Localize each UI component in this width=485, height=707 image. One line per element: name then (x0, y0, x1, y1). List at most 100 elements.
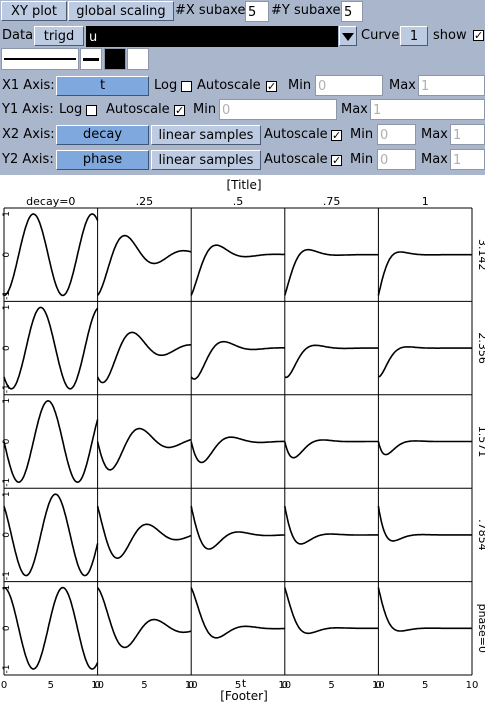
x-tick-label: 5 (48, 680, 54, 691)
global-scaling-button[interactable]: global scaling (68, 1, 174, 21)
expression-input[interactable]: u (86, 26, 338, 47)
data-label: Data (2, 28, 34, 43)
x-axis-label: t (242, 677, 247, 690)
curve-0-0 (3, 213, 99, 297)
expression-dropdown[interactable] (339, 26, 357, 46)
line-width-sample (83, 58, 99, 61)
y2-max-input[interactable]: 1 (450, 149, 485, 170)
x1-min-input[interactable]: 0 (315, 75, 383, 96)
curve-4-3 (284, 587, 379, 635)
y2-max-label: Max (421, 152, 448, 167)
line-color-swatch[interactable] (104, 48, 126, 70)
curve-number-button[interactable]: 1 (400, 26, 428, 46)
y-tick-label: -1 (2, 571, 12, 580)
x-tick-label: 5 (328, 680, 334, 691)
x-subaxes-input[interactable]: 5 (245, 1, 269, 22)
plot-footer: [Footer] (220, 689, 268, 703)
show-label: show (433, 28, 467, 43)
y2-min-input[interactable]: 0 (377, 149, 416, 170)
curve-0-1 (96, 234, 192, 296)
x1-log-checkbox[interactable] (181, 81, 192, 92)
line-style-selector[interactable] (1, 48, 79, 70)
x-tick-label: 10 (466, 680, 479, 691)
marker-swatch[interactable] (127, 48, 149, 70)
y-tick-label: 0 (2, 532, 12, 538)
curve-3-3 (284, 505, 379, 545)
y-tick-label: -1 (2, 291, 12, 300)
curve-2-4 (377, 440, 472, 456)
x1-max-input[interactable]: 1 (418, 75, 485, 96)
trellis-plot: [Title] [Footer] t decay=0 .25 .5 .75 1 3.142… (1, 178, 485, 703)
y-tick-label: 0 (2, 345, 12, 351)
curve-label: Curve (361, 28, 400, 43)
y2-variable-button[interactable]: phase (56, 150, 149, 170)
y1-log-label: Log (59, 102, 83, 117)
y-tick-label: 1 (2, 585, 12, 591)
curve-3-4 (377, 505, 472, 542)
x2-min-label: Min (350, 127, 374, 142)
x-tick-label: 0 (1, 680, 7, 691)
y2-autoscale-label: Autoscale (264, 152, 328, 167)
y2-sampling-button[interactable]: linear samples (151, 150, 261, 170)
curve-3-0 (3, 493, 99, 577)
y-tick-label: 1 (2, 398, 12, 404)
y1-log-checkbox[interactable] (86, 105, 97, 116)
row-label: 1.571 (476, 426, 485, 458)
x2-max-label: Max (421, 127, 448, 142)
y-subaxes-input[interactable]: 5 (341, 1, 363, 22)
x-subaxes-label: #X subaxes (175, 3, 253, 18)
curve-1-1 (96, 331, 192, 384)
y2-axis-label: Y2 Axis: (2, 152, 54, 167)
row-label: phase=0 (476, 604, 485, 653)
curve-1-4 (378, 346, 472, 378)
triangle-down-icon (342, 32, 354, 41)
xy-plot-button[interactable]: XY plot (1, 1, 67, 21)
x2-autoscale-label: Autoscale (264, 127, 328, 142)
x-tick-label: 5 (422, 680, 428, 691)
x-tick-label: 5 (141, 680, 147, 691)
curve-2-2 (190, 436, 285, 464)
x1-autoscale-checkbox[interactable]: ✓ (266, 80, 277, 93)
x1-axis-label: X1 Axis: (2, 78, 55, 93)
y-tick-label: -1 (2, 478, 12, 487)
x1-max-label: Max (389, 78, 416, 93)
y1-min-label: Min (193, 102, 217, 117)
y1-autoscale-checkbox[interactable]: ✓ (174, 104, 185, 117)
y-tick-label: -1 (2, 665, 12, 674)
curve-2-1 (96, 427, 192, 471)
curve-2-0 (3, 399, 99, 484)
line-style-sample (4, 58, 76, 60)
x-tick-label: 10 (185, 680, 198, 691)
x2-variable-button[interactable]: decay (56, 125, 149, 145)
x-tick-label: 0 (282, 680, 288, 691)
y-tick-label: 0 (2, 252, 12, 258)
curve-4-1 (96, 587, 192, 649)
x1-variable-button[interactable]: t (56, 76, 149, 96)
curve-0-4 (377, 251, 472, 296)
y-tick-label: 1 (2, 491, 12, 497)
x2-min-input[interactable]: 0 (377, 124, 416, 145)
column-label: .5 (233, 195, 244, 208)
y2-autoscale-checkbox[interactable]: ✓ (331, 154, 342, 167)
y1-min-input[interactable]: 0 (219, 99, 337, 120)
curve-0-2 (190, 244, 285, 296)
x2-axis-label: X2 Axis: (2, 127, 55, 142)
show-checkbox[interactable]: ✓ (473, 29, 484, 42)
x1-min-label: Min (288, 78, 312, 93)
plot-area[interactable]: [Title] [Footer] t decay=0 .25 .5 .75 1 3.142… (0, 175, 485, 703)
column-label: .25 (136, 195, 154, 208)
y1-max-input[interactable]: 1 (370, 99, 485, 120)
x2-max-input[interactable]: 1 (450, 124, 485, 145)
x-tick-label: 5 (235, 680, 241, 691)
y1-max-label: Max (341, 102, 368, 117)
y2-min-label: Min (350, 152, 374, 167)
curve-3-1 (96, 505, 192, 560)
y-tick-label: -1 (2, 384, 12, 393)
y-tick-label: 1 (2, 211, 12, 217)
dataset-button[interactable]: trigd (34, 26, 84, 46)
x2-sampling-button[interactable]: linear samples (151, 125, 261, 145)
line-width-selector[interactable] (80, 48, 102, 70)
control-panel: XY plot global scaling #X subaxes 5 #Y s… (0, 0, 485, 175)
curve-4-2 (190, 587, 285, 639)
x2-autoscale-checkbox[interactable]: ✓ (331, 129, 342, 142)
